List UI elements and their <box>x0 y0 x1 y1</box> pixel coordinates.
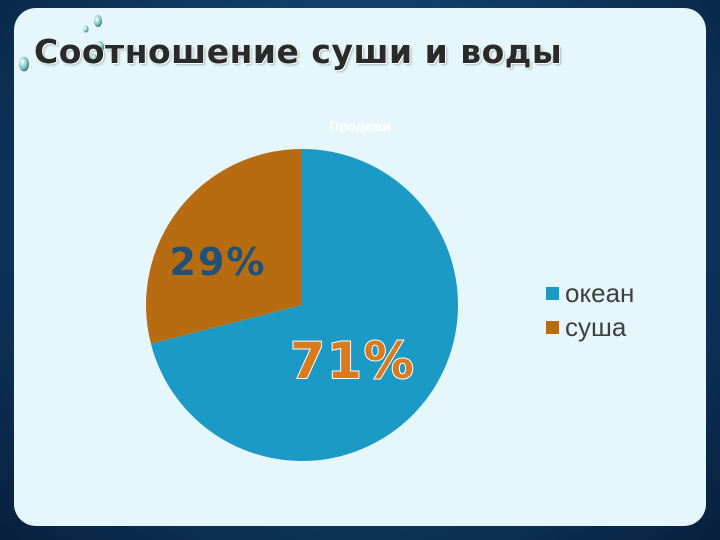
drop-icon <box>96 41 104 53</box>
pie-slice-суша <box>146 149 302 344</box>
pie-slice-океан <box>150 149 459 461</box>
chart-legend: океан суша <box>546 276 634 344</box>
drop-icon <box>94 15 102 27</box>
drop-icon <box>83 25 89 33</box>
legend-item-суша: суша <box>546 310 634 344</box>
data-label-суша: 29% <box>170 240 267 284</box>
slide-title: Соотношение суши и воды <box>34 32 563 71</box>
legend-swatch <box>546 320 559 334</box>
drop-icon <box>19 56 29 72</box>
chart-title: Продажи <box>328 118 392 134</box>
legend-item-океан: океан <box>546 276 634 310</box>
legend-label: суша <box>565 311 627 342</box>
legend-swatch <box>546 286 559 300</box>
data-label-океан: 71% <box>290 332 416 390</box>
water-drops-decoration <box>19 15 104 72</box>
legend-label: океан <box>565 277 635 308</box>
drop-icon <box>91 54 97 62</box>
